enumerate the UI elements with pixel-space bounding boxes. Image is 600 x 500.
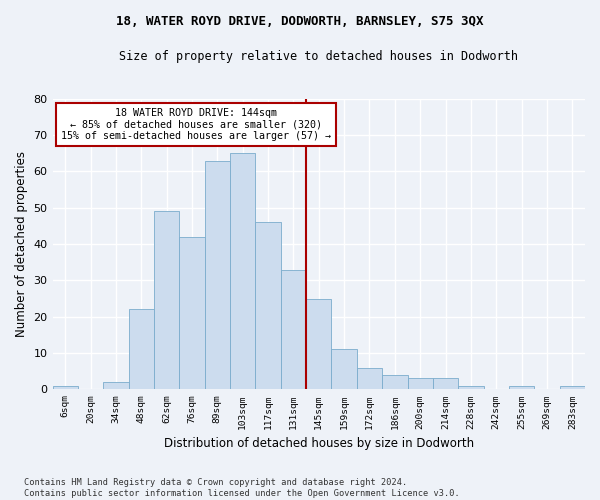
Title: Size of property relative to detached houses in Dodworth: Size of property relative to detached ho… (119, 50, 518, 63)
Text: 18, WATER ROYD DRIVE, DODWORTH, BARNSLEY, S75 3QX: 18, WATER ROYD DRIVE, DODWORTH, BARNSLEY… (116, 15, 484, 28)
Bar (53, 386, 78, 390)
Bar (433, 378, 458, 390)
Bar (128, 310, 154, 390)
Bar (154, 212, 179, 390)
Bar (230, 154, 256, 390)
Bar (458, 386, 484, 390)
Text: Contains HM Land Registry data © Crown copyright and database right 2024.
Contai: Contains HM Land Registry data © Crown c… (24, 478, 460, 498)
Bar (205, 160, 230, 390)
Text: 18 WATER ROYD DRIVE: 144sqm
← 85% of detached houses are smaller (320)
15% of se: 18 WATER ROYD DRIVE: 144sqm ← 85% of det… (61, 108, 331, 141)
X-axis label: Distribution of detached houses by size in Dodworth: Distribution of detached houses by size … (164, 437, 474, 450)
Bar (103, 382, 128, 390)
Bar (509, 386, 534, 390)
Bar (382, 375, 407, 390)
Bar (306, 298, 331, 390)
Bar (560, 386, 585, 390)
Y-axis label: Number of detached properties: Number of detached properties (15, 151, 28, 337)
Bar (281, 270, 306, 390)
Bar (179, 237, 205, 390)
Bar (407, 378, 433, 390)
Bar (357, 368, 382, 390)
Bar (256, 222, 281, 390)
Bar (331, 350, 357, 390)
